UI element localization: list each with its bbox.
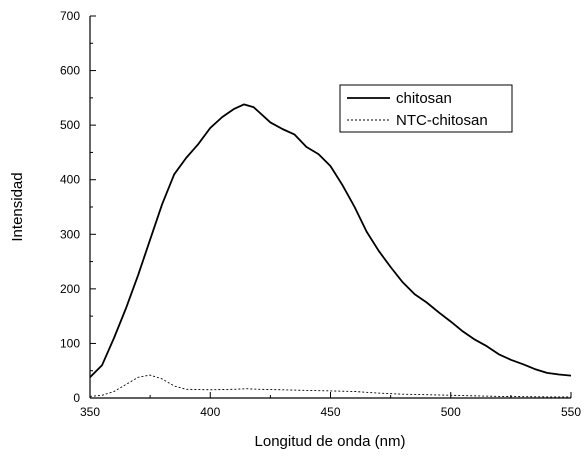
legend-label-ntc-chitosan: NTC-chitosan — [396, 112, 488, 129]
series-line-chitosan — [89, 103, 572, 378]
x-tick-label: 450 — [320, 405, 340, 419]
y-tick-label: 700 — [60, 9, 80, 23]
x-axis-label: Longitud de onda (nm) — [255, 433, 406, 450]
axes — [89, 15, 572, 399]
series-line-ntc-chitosan — [89, 374, 571, 398]
tick-labels: 0 100 200 300 400 500 600 700 350 400 450 500 550 — [60, 9, 581, 419]
x-tick-label: 550 — [561, 405, 581, 419]
y-tick-label: 100 — [60, 336, 80, 350]
legend-box — [339, 84, 513, 133]
series-layer — [89, 103, 572, 398]
x-tick-label: 400 — [200, 405, 220, 419]
x-tick-label: 350 — [80, 405, 100, 419]
y-tick-label: 400 — [60, 173, 80, 187]
legend-label-chitosan: chitosan — [396, 90, 452, 107]
y-axis-label: Intensidad — [9, 172, 26, 241]
y-tick-label: 600 — [60, 64, 80, 78]
y-tick-label: 200 — [60, 282, 80, 296]
y-tick-label: 0 — [73, 391, 80, 405]
x-tick-label: 500 — [441, 405, 461, 419]
legend: chitosan NTC-chitosan — [339, 84, 513, 133]
y-tick-label: 500 — [60, 118, 80, 132]
y-tick-label: 300 — [60, 227, 80, 241]
